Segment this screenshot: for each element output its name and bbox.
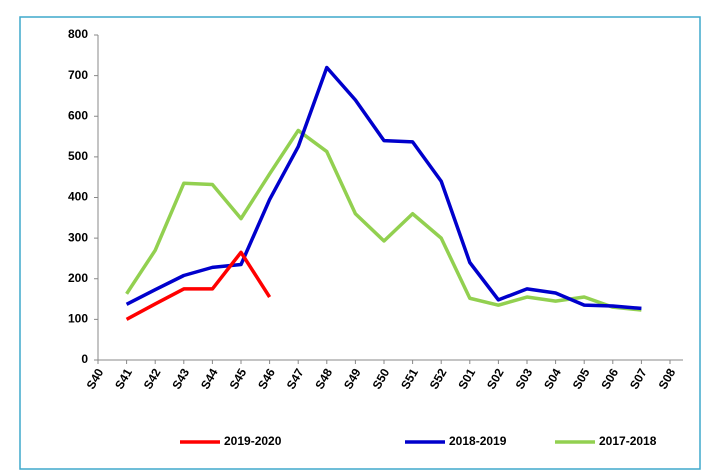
line-series bbox=[125, 128, 642, 312]
y-tick-label: 0 bbox=[81, 352, 88, 366]
line-series bbox=[125, 250, 272, 321]
y-tick-label: 400 bbox=[68, 190, 88, 204]
y-tick-label: 600 bbox=[68, 108, 88, 122]
y-tick-label: 300 bbox=[68, 230, 88, 244]
line-series bbox=[125, 65, 642, 311]
y-tick-label: 800 bbox=[68, 27, 88, 41]
frame bbox=[19, 16, 701, 470]
legend-label: 2019-2020 bbox=[224, 434, 282, 448]
legend-label: 2017-2018 bbox=[599, 434, 657, 448]
y-tick-label: 200 bbox=[68, 271, 88, 285]
y-tick-label: 100 bbox=[68, 312, 88, 326]
y-tick-label: 700 bbox=[68, 68, 88, 82]
legend-label: 2018-2019 bbox=[449, 434, 507, 448]
y-tick-label: 500 bbox=[68, 149, 88, 163]
